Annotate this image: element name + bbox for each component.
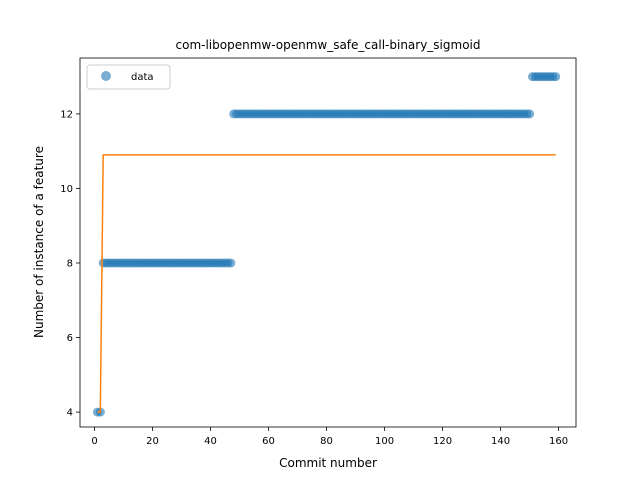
x-tick-label: 60 (262, 436, 275, 447)
x-tick-label: 120 (433, 436, 452, 447)
y-tick-label: 4 (67, 408, 73, 419)
x-tick-label: 160 (549, 436, 568, 447)
y-tick-label: 12 (60, 109, 73, 120)
plot-area (92, 72, 561, 417)
y-axis-label: Number of instance of a feature (32, 146, 46, 338)
x-tick-label: 100 (375, 436, 394, 447)
legend: data (86, 64, 171, 90)
x-axis-label: Commit number (279, 456, 377, 470)
x-tick-label: 80 (320, 436, 333, 447)
legend-box (86, 64, 171, 90)
legend-marker-data (101, 71, 111, 81)
x-tick-label: 40 (204, 436, 217, 447)
chart-title: com-libopenmw-openmw_safe_call-binary_si… (176, 38, 481, 52)
legend-label-data: data (131, 72, 154, 83)
x-tick-label: 0 (91, 436, 97, 447)
x-tick-label: 20 (146, 436, 159, 447)
data-point (226, 258, 236, 268)
axes-frame (79, 57, 577, 428)
data-point (551, 72, 561, 82)
x-tick-label: 140 (491, 436, 510, 447)
y-tick-label: 8 (67, 259, 73, 270)
data-point (525, 109, 535, 119)
y-tick-label: 10 (60, 184, 73, 195)
x-axis-ticks: 0 20 40 60 80 100 120 140 160 (91, 427, 568, 447)
y-axis-ticks: 4 6 8 10 12 (60, 109, 80, 419)
y-tick-label: 6 (67, 333, 73, 344)
fit-line (97, 154, 556, 413)
